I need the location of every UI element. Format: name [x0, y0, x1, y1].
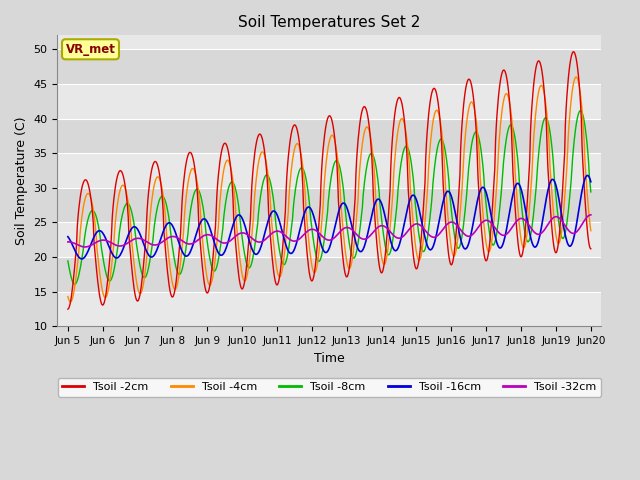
- Tsoil -16cm: [409, 192, 417, 198]
- Tsoil -8cm: [74, 276, 82, 281]
- Line: Tsoil -4cm: Tsoil -4cm: [68, 77, 591, 302]
- Tsoil -2cm: [208, 266, 216, 272]
- Tsoil -2cm: [393, 100, 401, 106]
- Tsoil -8cm: [587, 189, 595, 195]
- Bar: [58, 84, 601, 119]
- Tsoil -16cm: [587, 179, 595, 185]
- Bar: [58, 49, 601, 84]
- Tsoil -4cm: [409, 214, 417, 220]
- Bar: [58, 119, 601, 153]
- Tsoil -16cm: [64, 234, 72, 240]
- Tsoil -2cm: [587, 246, 595, 252]
- Tsoil -8cm: [394, 197, 401, 203]
- Bar: [58, 292, 601, 326]
- Tsoil -16cm: [583, 172, 591, 178]
- Tsoil -32cm: [74, 242, 81, 248]
- Tsoil -2cm: [180, 174, 188, 180]
- Y-axis label: Soil Temperature (C): Soil Temperature (C): [15, 117, 28, 245]
- Tsoil -32cm: [128, 238, 136, 243]
- Tsoil -4cm: [64, 294, 72, 300]
- Tsoil -16cm: [181, 253, 189, 259]
- Bar: [58, 153, 601, 188]
- Tsoil -8cm: [181, 252, 189, 258]
- Tsoil -4cm: [394, 132, 401, 138]
- Tsoil -4cm: [587, 228, 595, 234]
- Tsoil -4cm: [209, 275, 216, 281]
- Tsoil -8cm: [64, 258, 72, 264]
- Tsoil -2cm: [74, 223, 81, 229]
- Tsoil -8cm: [209, 266, 216, 272]
- Tsoil -32cm: [181, 240, 189, 246]
- Tsoil -32cm: [394, 235, 401, 241]
- Bar: [58, 223, 601, 257]
- Line: Tsoil -32cm: Tsoil -32cm: [68, 215, 591, 247]
- Tsoil -2cm: [127, 259, 135, 264]
- Tsoil -8cm: [70, 281, 78, 287]
- Tsoil -32cm: [81, 244, 89, 250]
- Tsoil -16cm: [209, 234, 216, 240]
- Bar: [58, 257, 601, 292]
- Tsoil -16cm: [128, 225, 136, 231]
- Title: Soil Temperatures Set 2: Soil Temperatures Set 2: [238, 15, 420, 30]
- Tsoil -2cm: [64, 306, 72, 312]
- Tsoil -32cm: [409, 223, 417, 228]
- Tsoil -32cm: [64, 239, 72, 245]
- Tsoil -16cm: [74, 252, 81, 258]
- Tsoil -2cm: [570, 49, 577, 55]
- Line: Tsoil -16cm: Tsoil -16cm: [68, 175, 591, 259]
- Tsoil -4cm: [66, 299, 74, 305]
- Tsoil -8cm: [128, 210, 136, 216]
- Tsoil -4cm: [74, 256, 82, 262]
- Tsoil -8cm: [577, 108, 584, 113]
- Tsoil -16cm: [78, 256, 86, 262]
- Tsoil -4cm: [128, 240, 136, 245]
- Tsoil -2cm: [408, 238, 416, 244]
- Tsoil -32cm: [209, 233, 216, 239]
- Tsoil -4cm: [572, 74, 580, 80]
- Tsoil -4cm: [181, 206, 189, 212]
- Legend: Tsoil -2cm, Tsoil -4cm, Tsoil -8cm, Tsoil -16cm, Tsoil -32cm: Tsoil -2cm, Tsoil -4cm, Tsoil -8cm, Tsoi…: [58, 378, 601, 396]
- Tsoil -8cm: [409, 170, 417, 176]
- X-axis label: Time: Time: [314, 352, 345, 365]
- Tsoil -16cm: [394, 246, 401, 252]
- Text: VR_met: VR_met: [65, 43, 115, 56]
- Tsoil -32cm: [587, 212, 595, 218]
- Line: Tsoil -2cm: Tsoil -2cm: [68, 52, 591, 309]
- Bar: [58, 188, 601, 223]
- Line: Tsoil -8cm: Tsoil -8cm: [68, 110, 591, 284]
